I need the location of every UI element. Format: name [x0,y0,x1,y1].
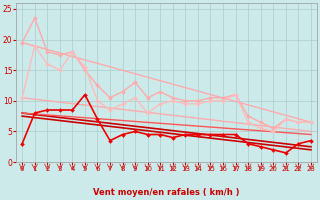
X-axis label: Vent moyen/en rafales ( km/h ): Vent moyen/en rafales ( km/h ) [93,188,240,197]
